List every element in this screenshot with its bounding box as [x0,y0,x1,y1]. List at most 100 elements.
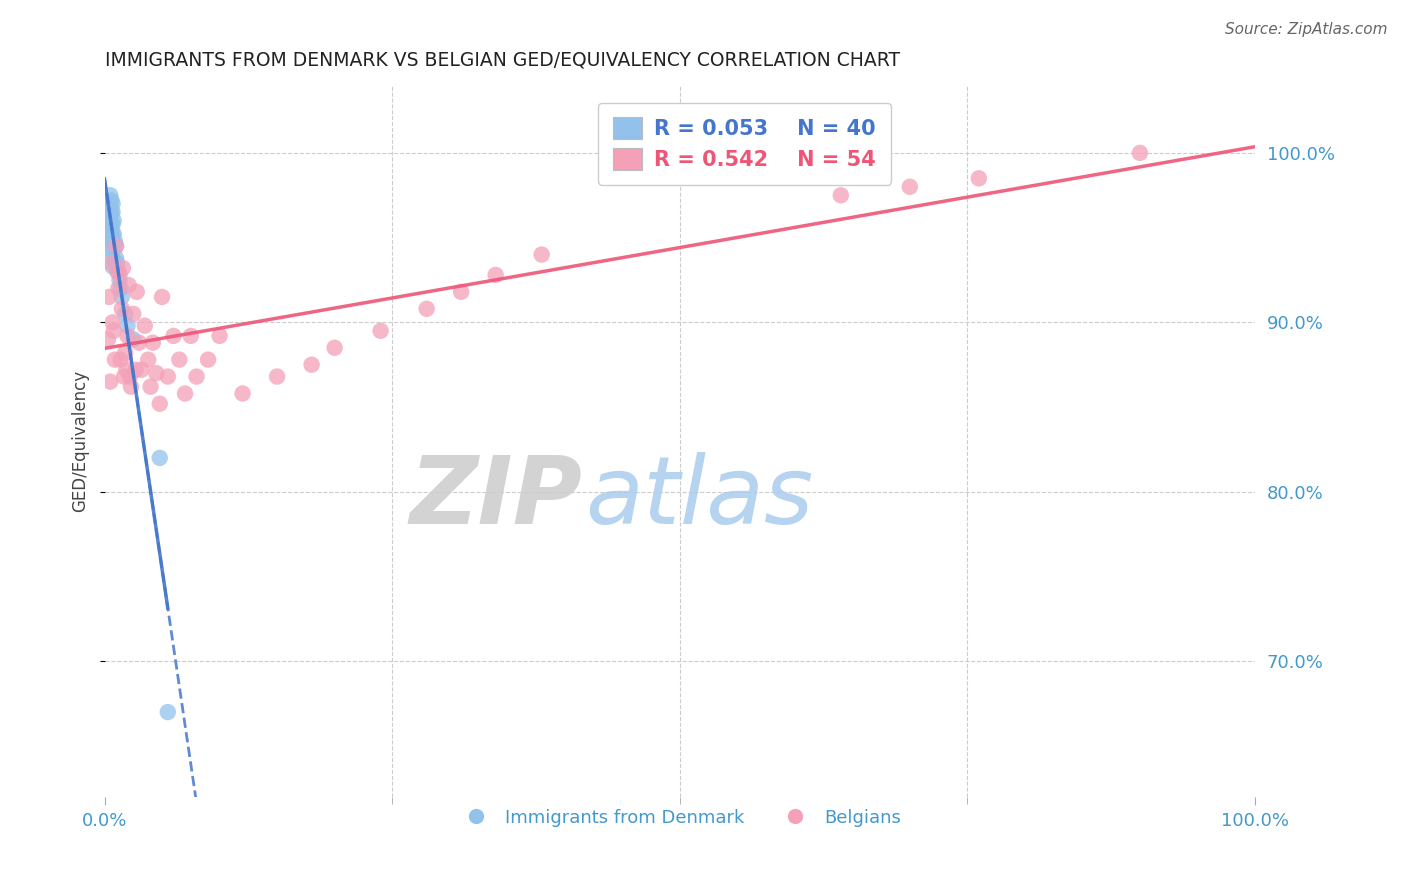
Point [186,369,208,384]
Point [105,264,128,278]
Point [98,375,121,389]
Point [967,171,990,186]
Point [98,230,121,244]
Point [110,281,132,295]
Point [98,234,121,248]
Point [108,268,131,282]
Point [114,346,136,360]
Point [266,369,288,384]
Point [323,341,346,355]
Text: IMMIGRANTS FROM DENMARK VS BELGIAN GED/EQUIVALENCY CORRELATION CHART: IMMIGRANTS FROM DENMARK VS BELGIAN GED/E… [104,51,900,70]
Point [450,285,472,299]
Point [98,211,121,225]
Point [134,318,156,333]
Point [122,332,145,346]
Point [100,239,122,253]
Point [98,217,121,231]
Point [108,273,131,287]
Point [208,329,231,343]
Point [107,264,129,278]
Point [110,352,132,367]
Point [104,234,127,248]
Point [100,205,122,219]
Point [97,205,120,219]
Point [122,307,145,321]
Point [898,179,921,194]
Text: ZIP: ZIP [409,452,582,544]
Point [98,188,121,202]
Point [101,217,124,231]
Point [98,200,121,214]
Point [114,307,136,321]
Point [97,217,120,231]
Point [830,188,852,202]
Point [131,363,153,377]
Point [117,329,139,343]
Point [101,205,124,219]
Point [100,222,122,236]
Point [101,260,124,274]
Point [101,234,124,248]
Point [149,397,172,411]
Point [415,301,437,316]
Point [105,239,128,253]
Point [169,352,191,367]
Point [124,363,146,377]
Text: atlas: atlas [585,452,814,543]
Point [128,335,150,350]
Point [101,251,124,265]
Point [98,196,121,211]
Point [139,380,162,394]
Point [103,324,125,338]
Point [101,196,124,211]
Point [101,227,124,242]
Point [125,285,148,299]
Point [112,369,135,384]
Point [136,352,159,367]
Point [100,217,122,231]
Point [98,213,121,227]
Point [145,366,167,380]
Point [370,324,392,338]
Point [118,278,141,293]
Point [101,244,124,259]
Y-axis label: GED/Equivalency: GED/Equivalency [72,370,89,512]
Point [149,450,172,465]
Text: Source: ZipAtlas.com: Source: ZipAtlas.com [1225,22,1388,37]
Point [103,227,125,242]
Point [530,247,553,261]
Point [118,369,141,384]
Point [100,256,122,270]
Point [117,318,139,333]
Point [105,239,128,253]
Point [156,705,179,719]
Point [103,213,125,227]
Point [111,301,134,316]
Point [100,230,122,244]
Point [98,290,121,304]
Point [111,261,134,276]
Point [301,358,323,372]
Point [98,217,121,231]
Point [105,251,128,265]
Point [197,352,219,367]
Point [107,281,129,295]
Point [180,329,202,343]
Point [111,290,134,304]
Point [485,268,508,282]
Point [100,194,122,208]
Point [97,332,120,346]
Point [142,335,165,350]
Point [150,290,173,304]
Point [115,363,138,377]
Point [104,352,127,367]
Point [101,315,124,329]
Point [232,386,254,401]
Point [162,329,184,343]
Point [105,256,128,270]
Point [1129,145,1152,160]
Legend: Immigrants from Denmark, Belgians: Immigrants from Denmark, Belgians [451,802,908,834]
Point [156,369,179,384]
Point [174,386,197,401]
Point [120,380,142,394]
